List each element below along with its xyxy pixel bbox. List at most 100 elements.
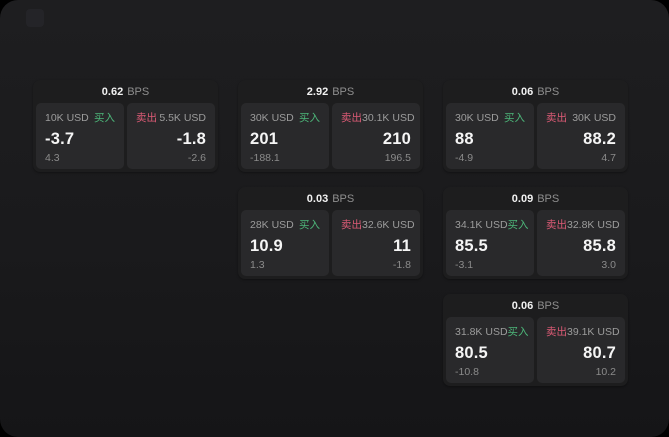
sell-amount: 32.8K USD bbox=[567, 219, 620, 231]
buy-top-row: 34.1K USD 买入 bbox=[455, 217, 529, 232]
sell-amount: 30K USD bbox=[572, 112, 616, 124]
buy-sub-value: 4.3 bbox=[45, 151, 60, 164]
buy-panel[interactable]: 10K USD 买入 -3.7 4.3 bbox=[36, 103, 124, 169]
sell-price: 80.7 bbox=[583, 343, 616, 362]
card-header: 2.92 BPS bbox=[241, 80, 420, 103]
sell-sub-value: 196.5 bbox=[384, 151, 411, 164]
buy-sub-value: -10.8 bbox=[455, 365, 479, 378]
sell-top-row: 卖出 30.1K USD bbox=[341, 110, 415, 125]
buy-price: 201 bbox=[250, 129, 279, 148]
bps-value: 0.09 bbox=[511, 192, 534, 205]
buy-top-row: 30K USD 买入 bbox=[250, 110, 320, 125]
bps-quote-card[interactable]: 0.06 BPS 31.8K USD 买入 80.5 -10.8 卖出 39.1… bbox=[443, 294, 628, 386]
sell-amount: 5.5K USD bbox=[159, 112, 206, 124]
buy-panel[interactable]: 31.8K USD 买入 80.5 -10.8 bbox=[446, 317, 534, 383]
sell-panel[interactable]: 卖出 30K USD 88.2 4.7 bbox=[537, 103, 625, 169]
card-header: 0.62 BPS bbox=[36, 80, 215, 103]
buy-amount: 10K USD bbox=[45, 112, 89, 124]
buy-amount: 30K USD bbox=[250, 112, 294, 124]
buy-top-row: 28K USD 买入 bbox=[250, 217, 320, 232]
quote-panels: 30K USD 买入 88 -4.9 卖出 30K USD 88.2 4.7 bbox=[446, 103, 625, 169]
sell-side-label: 卖出 bbox=[136, 112, 157, 124]
bps-unit-label: BPS bbox=[537, 299, 560, 312]
buy-sub-value: -3.1 bbox=[455, 258, 474, 271]
card-header: 0.09 BPS bbox=[446, 187, 625, 210]
sell-panel[interactable]: 卖出 32.8K USD 85.8 3.0 bbox=[537, 210, 625, 276]
bps-value: 0.03 bbox=[306, 192, 329, 205]
sell-amount: 30.1K USD bbox=[362, 112, 415, 124]
sell-panel[interactable]: 卖出 30.1K USD 210 196.5 bbox=[332, 103, 420, 169]
buy-top-row: 30K USD 买入 bbox=[455, 110, 525, 125]
sell-top-row: 卖出 30K USD bbox=[546, 110, 616, 125]
sell-top-row: 卖出 5.5K USD bbox=[136, 110, 206, 125]
sell-price: 88.2 bbox=[583, 129, 616, 148]
sell-top-row: 卖出 32.6K USD bbox=[341, 217, 415, 232]
quote-panels: 30K USD 买入 201 -188.1 卖出 30.1K USD 210 1… bbox=[241, 103, 420, 169]
buy-sub-value: -188.1 bbox=[250, 151, 280, 164]
buy-price: -3.7 bbox=[45, 129, 75, 148]
buy-sub-value: 1.3 bbox=[250, 258, 265, 271]
quote-panels: 28K USD 买入 10.9 1.3 卖出 32.6K USD 11 -1.8 bbox=[241, 210, 420, 276]
sell-price: -1.8 bbox=[176, 129, 206, 148]
bps-quote-card[interactable]: 0.09 BPS 34.1K USD 买入 85.5 -3.1 卖出 32.8K… bbox=[443, 187, 628, 279]
bps-unit-label: BPS bbox=[537, 192, 560, 205]
buy-price: 10.9 bbox=[250, 236, 283, 255]
sell-panel[interactable]: 卖出 32.6K USD 11 -1.8 bbox=[332, 210, 420, 276]
buy-panel[interactable]: 30K USD 买入 88 -4.9 bbox=[446, 103, 534, 169]
sell-top-row: 卖出 32.8K USD bbox=[546, 217, 620, 232]
card-header: 0.03 BPS bbox=[241, 187, 420, 210]
bps-quote-card[interactable]: 0.03 BPS 28K USD 买入 10.9 1.3 卖出 32.6K US… bbox=[238, 187, 423, 279]
sell-side-label: 卖出 bbox=[546, 219, 567, 231]
sell-price: 11 bbox=[393, 236, 411, 255]
quote-cards-grid: 0.62 BPS 10K USD 买入 -3.7 4.3 卖出 5.5K USD… bbox=[33, 80, 628, 386]
sell-sub-value: -2.6 bbox=[187, 151, 206, 164]
buy-side-label: 买入 bbox=[507, 326, 529, 338]
bps-unit-label: BPS bbox=[332, 192, 355, 205]
sell-price: 85.8 bbox=[583, 236, 616, 255]
bps-value: 0.06 bbox=[511, 299, 534, 312]
sell-amount: 32.6K USD bbox=[362, 219, 415, 231]
buy-side-label: 买入 bbox=[299, 219, 320, 231]
bps-quote-card[interactable]: 0.06 BPS 30K USD 买入 88 -4.9 卖出 30K USD 8… bbox=[443, 80, 628, 172]
bps-unit-label: BPS bbox=[537, 85, 560, 98]
buy-amount: 30K USD bbox=[455, 112, 499, 124]
buy-top-row: 10K USD 买入 bbox=[45, 110, 115, 125]
sell-panel[interactable]: 卖出 39.1K USD 80.7 10.2 bbox=[537, 317, 625, 383]
bps-quote-card[interactable]: 0.62 BPS 10K USD 买入 -3.7 4.3 卖出 5.5K USD… bbox=[33, 80, 218, 172]
bps-quote-card[interactable]: 2.92 BPS 30K USD 买入 201 -188.1 卖出 30.1K … bbox=[238, 80, 423, 172]
buy-side-label: 买入 bbox=[504, 112, 525, 124]
card-header: 0.06 BPS bbox=[446, 294, 625, 317]
sell-sub-value: 4.7 bbox=[601, 151, 616, 164]
sell-side-label: 卖出 bbox=[546, 112, 567, 124]
buy-panel[interactable]: 28K USD 买入 10.9 1.3 bbox=[241, 210, 329, 276]
sell-side-label: 卖出 bbox=[341, 219, 362, 231]
sell-price: 210 bbox=[382, 129, 411, 148]
sell-top-row: 卖出 39.1K USD bbox=[546, 324, 620, 339]
quote-panels: 10K USD 买入 -3.7 4.3 卖出 5.5K USD -1.8 -2.… bbox=[36, 103, 215, 169]
sell-amount: 39.1K USD bbox=[567, 326, 620, 338]
sell-side-label: 卖出 bbox=[341, 112, 362, 124]
buy-panel[interactable]: 34.1K USD 买入 85.5 -3.1 bbox=[446, 210, 534, 276]
buy-amount: 28K USD bbox=[250, 219, 294, 231]
bps-value: 0.06 bbox=[511, 85, 534, 98]
card-header: 0.06 BPS bbox=[446, 80, 625, 103]
buy-top-row: 31.8K USD 买入 bbox=[455, 324, 529, 339]
buy-amount: 34.1K USD bbox=[455, 219, 508, 231]
bps-unit-label: BPS bbox=[127, 85, 150, 98]
buy-price: 80.5 bbox=[455, 343, 488, 362]
sell-panel[interactable]: 卖出 5.5K USD -1.8 -2.6 bbox=[127, 103, 215, 169]
sell-sub-value: -1.8 bbox=[392, 258, 411, 271]
buy-panel[interactable]: 30K USD 买入 201 -188.1 bbox=[241, 103, 329, 169]
app-logo-icon[interactable] bbox=[26, 9, 44, 27]
sell-sub-value: 3.0 bbox=[601, 258, 616, 271]
sell-side-label: 卖出 bbox=[546, 326, 567, 338]
bps-value: 2.92 bbox=[306, 85, 329, 98]
buy-side-label: 买入 bbox=[94, 112, 115, 124]
buy-sub-value: -4.9 bbox=[455, 151, 474, 164]
bps-value: 0.62 bbox=[101, 85, 124, 98]
buy-price: 88 bbox=[455, 129, 474, 148]
buy-side-label: 买入 bbox=[507, 219, 529, 231]
bps-unit-label: BPS bbox=[332, 85, 355, 98]
quote-panels: 31.8K USD 买入 80.5 -10.8 卖出 39.1K USD 80.… bbox=[446, 317, 625, 383]
